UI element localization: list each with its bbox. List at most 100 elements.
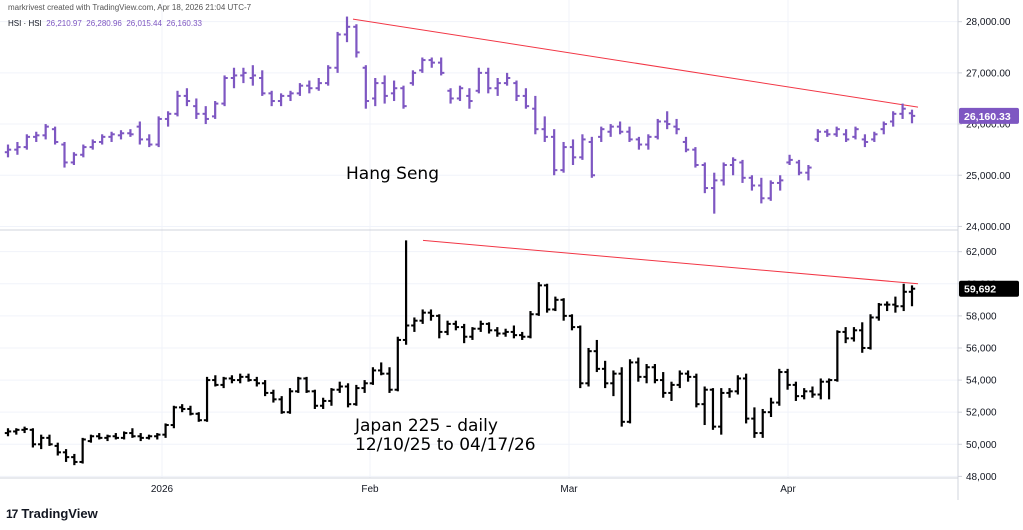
legend-high: 26,280.96 [86,19,122,28]
ohlc-bar [784,368,791,390]
ohlc-bar [593,339,601,373]
ohlc-bar [742,373,750,424]
ohlc-bar [29,428,37,448]
ohlc-bar [136,121,144,145]
ohlc-bar [211,101,219,119]
ohlc-bar [767,397,775,417]
ohlc-bar [4,144,12,158]
ohlc-bar [145,434,153,440]
ohlc-bar [315,77,322,91]
ohlc-bar [485,322,493,334]
last-price-label: 26,160.33 [964,111,1011,123]
ohlc-bar [654,118,661,140]
ohlc-bar [908,109,916,124]
ohlc-bar [402,240,410,345]
tradingview-brand[interactable]: 17 TradingView [6,506,98,521]
ohlc-bar [259,70,266,96]
ohlc-bar [245,373,252,382]
ohlc-bar [164,111,172,127]
ohlc-bar [146,134,153,148]
ohlc-bar [651,364,659,384]
ohlc-bar [202,106,209,125]
ohlc-bar [502,328,509,337]
ohlc-bar [386,367,393,393]
gridlines [0,0,958,478]
ohlc-bar [673,118,680,135]
japan-annotation: Japan 225 - daily 12/10/25 to 04/17/26 [355,417,536,455]
ohlc-bar [626,126,633,142]
ohlc-bar [228,375,236,384]
y-tick-label: 50,000 [966,440,997,451]
ohlc-bar [61,141,68,168]
ohlc-bar [409,70,417,86]
legend-close: 26,160.33 [166,19,202,28]
ohlc-bar [195,412,202,422]
ohlc-bar [668,381,675,401]
ohlc-bar [659,372,667,398]
ohlc-bar [174,90,181,117]
ohlc-bar [759,408,766,438]
ohlc-bar [230,67,238,89]
ohlc-bar [663,111,671,130]
legend-symbol: HSI · HSI [8,19,42,28]
ohlc-legend: HSI · HSI 26,210.97 26,280.96 26,015.44 … [8,19,202,28]
y-tick-label: 52,000 [966,408,997,419]
ohlc-bar [427,309,435,321]
ohlc-bar [89,139,96,150]
ohlc-bar [693,373,700,408]
ohlc-bar [635,136,643,150]
ohlc-bar [98,134,106,145]
resistance-trendline [422,239,919,285]
ohlc-bar [908,285,916,307]
ohlc-bar [833,126,840,137]
ohlc-bar [466,88,473,109]
ohlc-bar [203,376,211,422]
ohlc-bar [369,367,377,385]
ohlc-bar [54,442,61,456]
last-price-badge [959,107,1019,124]
ohlc-bar [170,405,178,429]
ohlc-bar [79,437,86,464]
ohlc-bar [328,388,335,406]
ohlc-bar [37,434,45,450]
ohlc-bar [610,370,617,397]
japan-annotation-line-1: Japan 225 - daily [355,416,498,436]
ohlc-bar [568,314,576,331]
ohlc-bar [850,327,858,342]
ohlc-bar [477,320,484,332]
ohlc-bar [900,283,907,312]
ohlc-bar [120,431,128,440]
ohlc-bar [361,380,368,393]
ohlc-bar [842,129,850,142]
ohlc-bar [411,317,418,332]
tradingview-wordmark: TradingView [21,506,98,521]
ohlc-bar [577,325,584,389]
y-tick-label: 25,000.00 [966,171,1011,182]
ohlc-bar [452,320,460,331]
ohlc-bar [748,175,756,191]
ohlc-bar [336,381,343,393]
ohlc-bar [311,389,319,409]
ohlc-bar [353,384,360,406]
ohlc-bar [709,388,717,430]
ohlc-bar [13,428,20,435]
ohlc-bar [296,83,304,96]
ohlc-bar [162,423,169,438]
ohlc-bar [734,375,742,395]
ohlc-bar [676,370,683,389]
ohlc-bar [684,370,692,382]
ohlc-bar [579,134,586,160]
ohlc-bar [33,131,40,142]
ohlc-bar [221,75,228,107]
ohlc-bar [701,386,708,426]
ohlc-bar [400,85,407,109]
ohlc-bar [814,129,822,142]
x-tick-label: Feb [361,484,379,495]
ohlc-bar [889,111,897,127]
ohlc-bar [353,24,360,58]
ohlc-bar [883,301,891,312]
ohlc-bar [154,433,161,440]
ohlc-bar [552,296,559,312]
ohlc-bar [645,134,652,150]
